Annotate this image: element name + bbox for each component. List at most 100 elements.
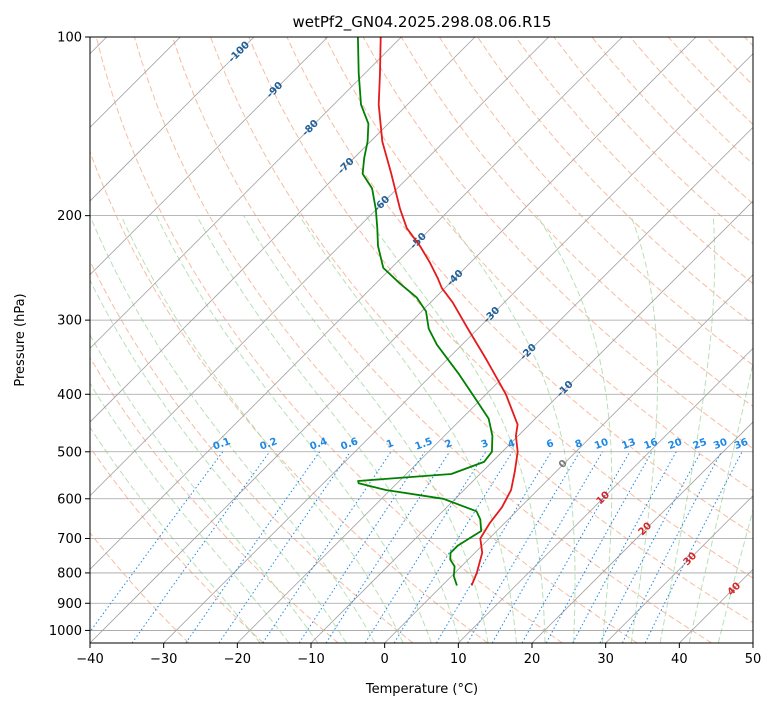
- y-axis-ticks: 100 200 300 400 500 600 700 800 900 1000: [49, 31, 90, 639]
- mixing-ratio-label: 10: [593, 437, 610, 452]
- y-tick-label: 500: [57, 445, 82, 460]
- mixing-ratio-label: 8: [574, 438, 584, 451]
- isotherm: [531, 421, 753, 643]
- moist-adiabat: [688, 361, 753, 643]
- mixing-ratio-line: [218, 451, 351, 643]
- moist-adiabat: [90, 215, 376, 643]
- mixing-ratio-line: [298, 451, 426, 643]
- isotherm: [458, 347, 753, 643]
- mixing-ratio-line: [599, 451, 702, 643]
- mixing-ratio-line: [364, 451, 487, 643]
- moist-adiabat: [243, 215, 489, 643]
- moist-adiabat: [90, 382, 290, 643]
- x-tick-label: −30: [150, 652, 177, 667]
- isotherm: [90, 37, 476, 423]
- mixing-ratio-label: 1: [385, 438, 395, 451]
- moist-adiabat: [196, 215, 461, 643]
- dry-adiabat: [90, 150, 488, 643]
- moist-adiabat: [120, 215, 404, 643]
- mixing-ratio-label: 3: [480, 438, 490, 451]
- y-tick-label: 600: [57, 492, 82, 507]
- x-tick-label: 50: [745, 652, 762, 667]
- x-tick-label: 10: [450, 652, 467, 667]
- y-tick-label: 800: [57, 566, 82, 581]
- x-tick-label: −10: [297, 652, 324, 667]
- mixing-ratio-line: [644, 451, 743, 643]
- dry-adiabat: [172, 37, 712, 643]
- isotherm: [310, 200, 753, 643]
- mixing-ratio-line: [131, 451, 271, 643]
- mixing-ratio-line: [185, 451, 321, 643]
- y-tick-label: 300: [57, 314, 82, 329]
- mixing-ratio-line: [325, 451, 451, 643]
- mixing-ratio-label: 13: [620, 437, 637, 452]
- plot-frame: [89, 36, 754, 644]
- mixing-ratio-line: [545, 451, 653, 643]
- moist-adiabat: [717, 508, 753, 643]
- dry-adiabat: [210, 37, 753, 624]
- isotherm: [90, 37, 623, 570]
- moist-adiabat: [90, 426, 261, 643]
- moist-adiabat: [659, 215, 716, 643]
- y-tick-label: 900: [57, 597, 82, 612]
- y-tick-label: 100: [57, 31, 82, 46]
- isotherm: [90, 37, 402, 349]
- mixing-ratio-label: 16: [643, 437, 660, 452]
- mixing-ratio-label: 30: [712, 437, 729, 452]
- isotherm: [90, 37, 255, 202]
- mixing-ratio-label: 2: [444, 438, 454, 451]
- x-tick-label: −40: [76, 652, 103, 667]
- mixing-ratio-line: [435, 451, 552, 643]
- moist-adiabat: [630, 215, 658, 643]
- dry-adiabat: [438, 37, 753, 366]
- isotherm: [605, 495, 753, 643]
- y-tick-label: 1000: [49, 624, 82, 639]
- mixing-ratio-label: 4: [506, 438, 516, 451]
- mixing-ratio-label: 36: [733, 437, 750, 452]
- moist-adiabat: [445, 215, 576, 643]
- dry-adiabat: [362, 37, 753, 450]
- dry-adiabat: [515, 37, 753, 285]
- temperature-line: [377, 37, 519, 586]
- dewpoint-line: [357, 37, 494, 586]
- x-tick-label: 30: [597, 652, 614, 667]
- x-tick-label: 0: [381, 652, 389, 667]
- moist-adiabat: [365, 215, 546, 643]
- dry-adiabat: [248, 37, 753, 579]
- x-axis-label: Temperature (°C): [365, 682, 478, 697]
- isotherm: [90, 37, 328, 276]
- dry-adiabat: [90, 356, 339, 643]
- isotherm: [384, 274, 753, 643]
- y-tick-label: 400: [57, 388, 82, 403]
- x-tick-label: 40: [671, 652, 688, 667]
- isotherm: [90, 37, 549, 497]
- background-lines: [90, 37, 753, 643]
- y-tick-label: 200: [57, 209, 82, 224]
- chart-title: wetPf2_GN04.2025.298.08.06.R15: [292, 13, 551, 32]
- mixing-ratio-label: 20: [667, 437, 684, 452]
- moist-adiabat: [90, 333, 319, 643]
- dry-adiabat: [90, 446, 264, 643]
- mixing-ratio-labels: 0.1 0.2 0.4 0.6 1 1.5 2 3 4 6 8 10 13 16 20 25 30 36: [212, 436, 750, 453]
- isotherm: [163, 53, 753, 643]
- y-tick-label: 700: [57, 532, 82, 547]
- y-axis-label: Pressure (hPa): [13, 293, 28, 386]
- x-tick-label: −20: [224, 652, 251, 667]
- moist-adiabat: [536, 215, 613, 643]
- x-tick-label: 20: [524, 652, 541, 667]
- mixing-ratio-line: [521, 451, 631, 643]
- profiles: [357, 37, 519, 586]
- dry-adiabat: [400, 37, 753, 408]
- mixing-ratio-label: 25: [692, 437, 709, 452]
- moist-adiabat: [90, 279, 347, 643]
- isotherm: [90, 37, 697, 643]
- dry-adiabat: [90, 532, 190, 643]
- mixing-ratio-line: [90, 451, 224, 633]
- x-axis-ticks: −40 −30 −20 −10 0 10 20 30 40 50: [76, 643, 761, 667]
- mixing-ratio-line: [572, 451, 677, 643]
- dry-adiabat: [95, 37, 563, 643]
- moist-adiabat: [298, 215, 517, 643]
- mixing-ratio-line: [262, 451, 392, 643]
